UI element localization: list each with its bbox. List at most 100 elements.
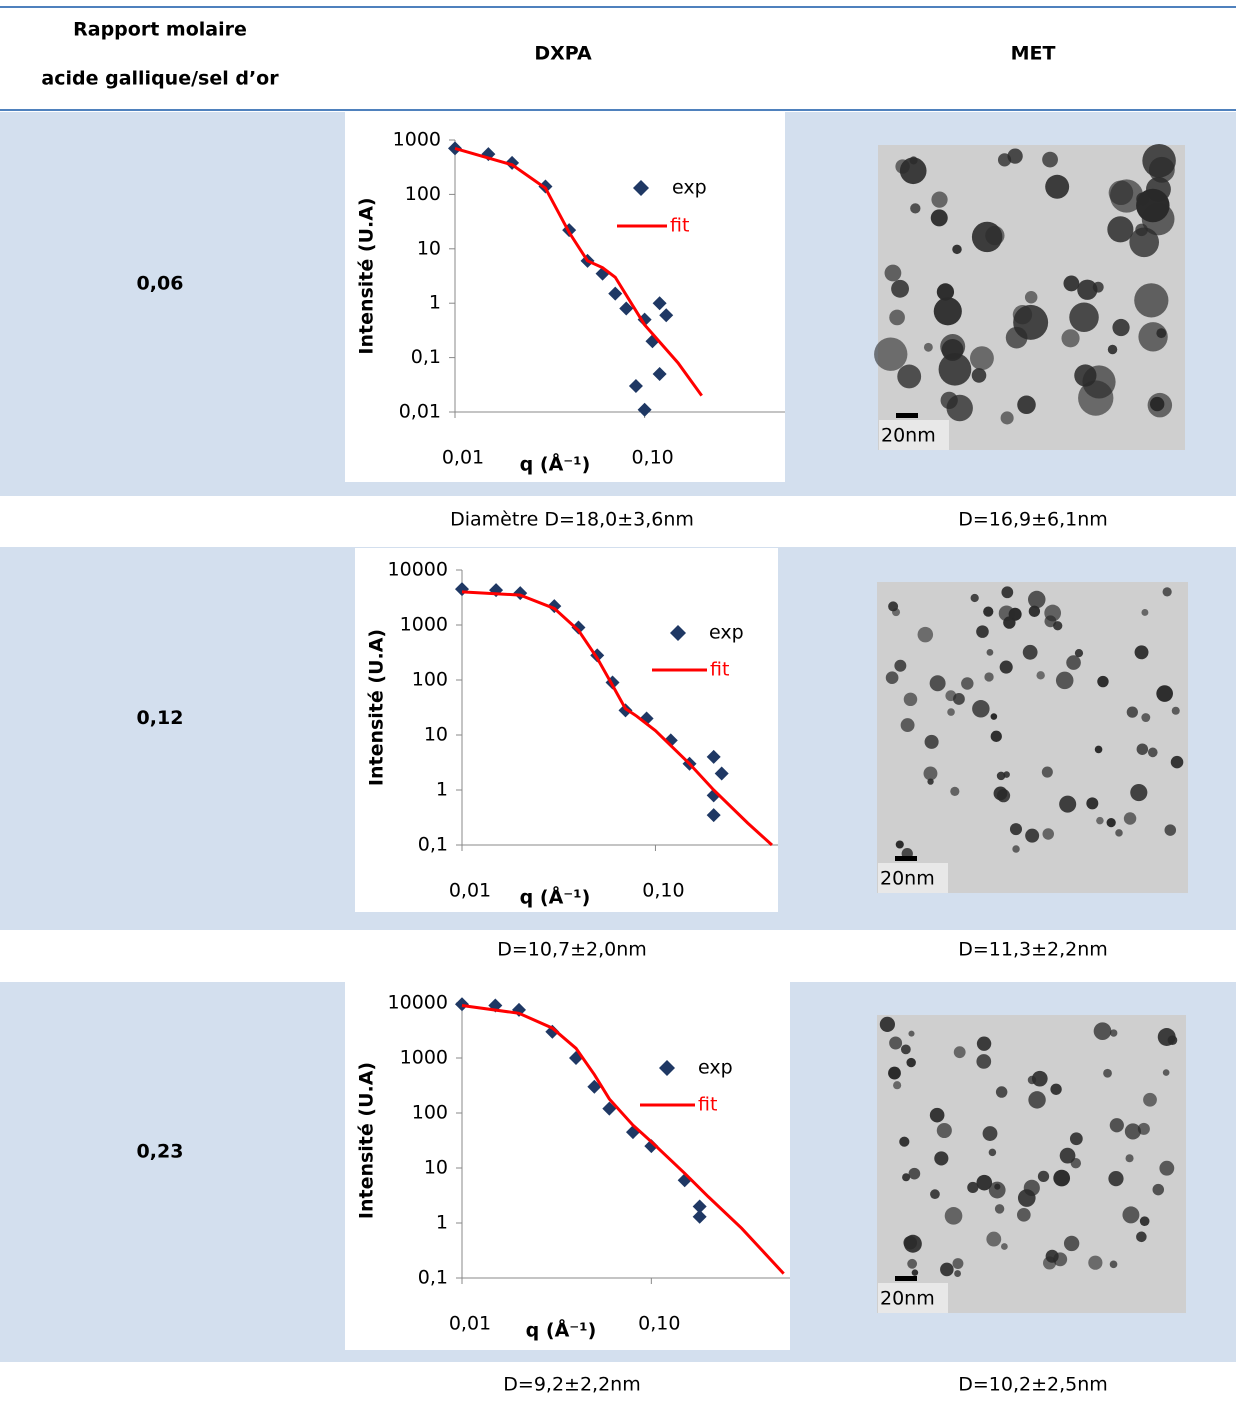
nanoparticle <box>1045 174 1070 199</box>
nanoparticle <box>1066 655 1081 670</box>
nanoparticle <box>1023 1179 1040 1196</box>
y-tick-label: 10000 <box>388 992 448 1014</box>
y-tick-label: 10 <box>424 724 448 746</box>
nanoparticle <box>895 159 910 174</box>
nanoparticle <box>1171 706 1180 715</box>
scale-box <box>878 863 948 893</box>
nanoparticle <box>971 368 987 383</box>
y-tick-label: 0,1 <box>418 1267 448 1289</box>
exp-point <box>571 620 586 635</box>
nanoparticle <box>940 1262 954 1277</box>
exp-point <box>706 808 721 823</box>
nanoparticle <box>1135 223 1148 237</box>
y-axis-title: Intensité (U.A) <box>356 197 378 354</box>
nanoparticle <box>1053 1169 1071 1187</box>
x-axis-title: q (Å⁻¹) <box>520 885 591 909</box>
nanoparticle <box>1106 817 1116 828</box>
nanoparticle <box>970 593 979 603</box>
nanoparticle <box>946 394 973 422</box>
y-tick-label: 1 <box>436 779 448 801</box>
fit-line <box>461 1004 785 1275</box>
met-caption: D=10,2±2,5nm <box>958 1374 1108 1396</box>
nanoparticle <box>988 1148 997 1157</box>
nanoparticle <box>1123 812 1137 825</box>
nanoparticle <box>970 346 994 371</box>
exp-point <box>455 997 469 1012</box>
nanoparticle <box>1001 1243 1008 1250</box>
exp-point <box>652 366 667 381</box>
nanoparticle <box>944 1207 963 1225</box>
nanoparticle <box>1109 1118 1124 1133</box>
x-axis-title: q (Å⁻¹) <box>526 1318 597 1342</box>
nanoparticle <box>895 840 904 849</box>
nanoparticle <box>1143 1092 1157 1107</box>
nanoparticle <box>929 1107 945 1123</box>
nanoparticle <box>986 1231 1002 1247</box>
x-tick-label: 0,01 <box>449 880 491 902</box>
y-tick-label: 0,1 <box>418 834 448 856</box>
nanoparticle <box>1146 176 1171 202</box>
nanoparticle <box>930 1189 940 1200</box>
nanoparticle <box>930 209 948 227</box>
nanoparticle <box>998 605 1015 622</box>
nanoparticle <box>910 203 921 214</box>
nanoparticle <box>1112 318 1130 337</box>
nanoparticle <box>888 1066 901 1080</box>
nanoparticle <box>1103 1068 1112 1078</box>
nanoparticle <box>889 1036 903 1050</box>
nanoparticle <box>1147 747 1158 758</box>
nanoparticle <box>1000 411 1014 425</box>
nanoparticle <box>990 713 998 720</box>
met-caption: D=16,9±6,1nm <box>958 509 1108 531</box>
nanoparticle <box>1005 326 1028 349</box>
nanoparticle <box>1134 645 1149 660</box>
nanoparticle <box>1063 1235 1080 1252</box>
nanoparticle <box>936 283 955 301</box>
nanoparticle <box>953 1046 966 1059</box>
nanoparticle <box>986 649 994 656</box>
nanoparticle <box>938 352 972 386</box>
nanoparticle <box>1141 713 1151 722</box>
x-tick-label: 0,10 <box>638 1313 680 1335</box>
nanoparticle <box>923 766 938 781</box>
nanoparticle <box>983 606 994 617</box>
nanoparticle <box>1042 151 1058 168</box>
nanoparticle <box>903 1235 918 1250</box>
nanoparticle <box>906 1057 916 1068</box>
dxpa-caption: Diamètre D=18,0±3,6nm <box>450 509 694 531</box>
nanoparticle <box>1022 644 1038 660</box>
nanoparticle <box>999 660 1013 674</box>
nanoparticle <box>976 1174 993 1191</box>
header-met: MET <box>1011 43 1056 65</box>
nanoparticle <box>933 297 962 326</box>
nanoparticle <box>1028 605 1041 617</box>
nanoparticle <box>1031 1070 1048 1087</box>
nanoparticle <box>1129 227 1160 258</box>
nanoparticle <box>1007 148 1023 164</box>
scale-label: 20nm <box>880 868 935 890</box>
y-tick-label: 1 <box>429 292 441 314</box>
nanoparticle <box>952 244 962 255</box>
x-tick-label: 0,10 <box>631 447 673 469</box>
nanoparticle <box>1078 380 1114 416</box>
nanoparticle <box>988 1181 1006 1199</box>
header-ratio-line: Rapport molaire <box>73 19 247 41</box>
y-tick-label: 10 <box>417 237 441 259</box>
x-tick-label: 0,01 <box>449 1313 491 1335</box>
nanoparticle <box>976 625 989 638</box>
nanoparticle <box>1044 604 1062 622</box>
y-tick-label: 10000 <box>388 559 448 581</box>
nanoparticle <box>1162 1069 1170 1076</box>
x-axis-title: q (Å⁻¹) <box>520 452 591 476</box>
nanoparticle <box>884 264 902 282</box>
nanoparticle <box>874 337 908 371</box>
nanoparticle <box>894 659 907 672</box>
nanoparticle <box>952 1258 964 1269</box>
nanoparticle <box>1028 590 1046 609</box>
tem-image <box>877 1015 1186 1313</box>
legend-label: fit <box>710 659 729 681</box>
y-tick-label: 1000 <box>400 1047 448 1069</box>
nanoparticle <box>1136 743 1149 755</box>
